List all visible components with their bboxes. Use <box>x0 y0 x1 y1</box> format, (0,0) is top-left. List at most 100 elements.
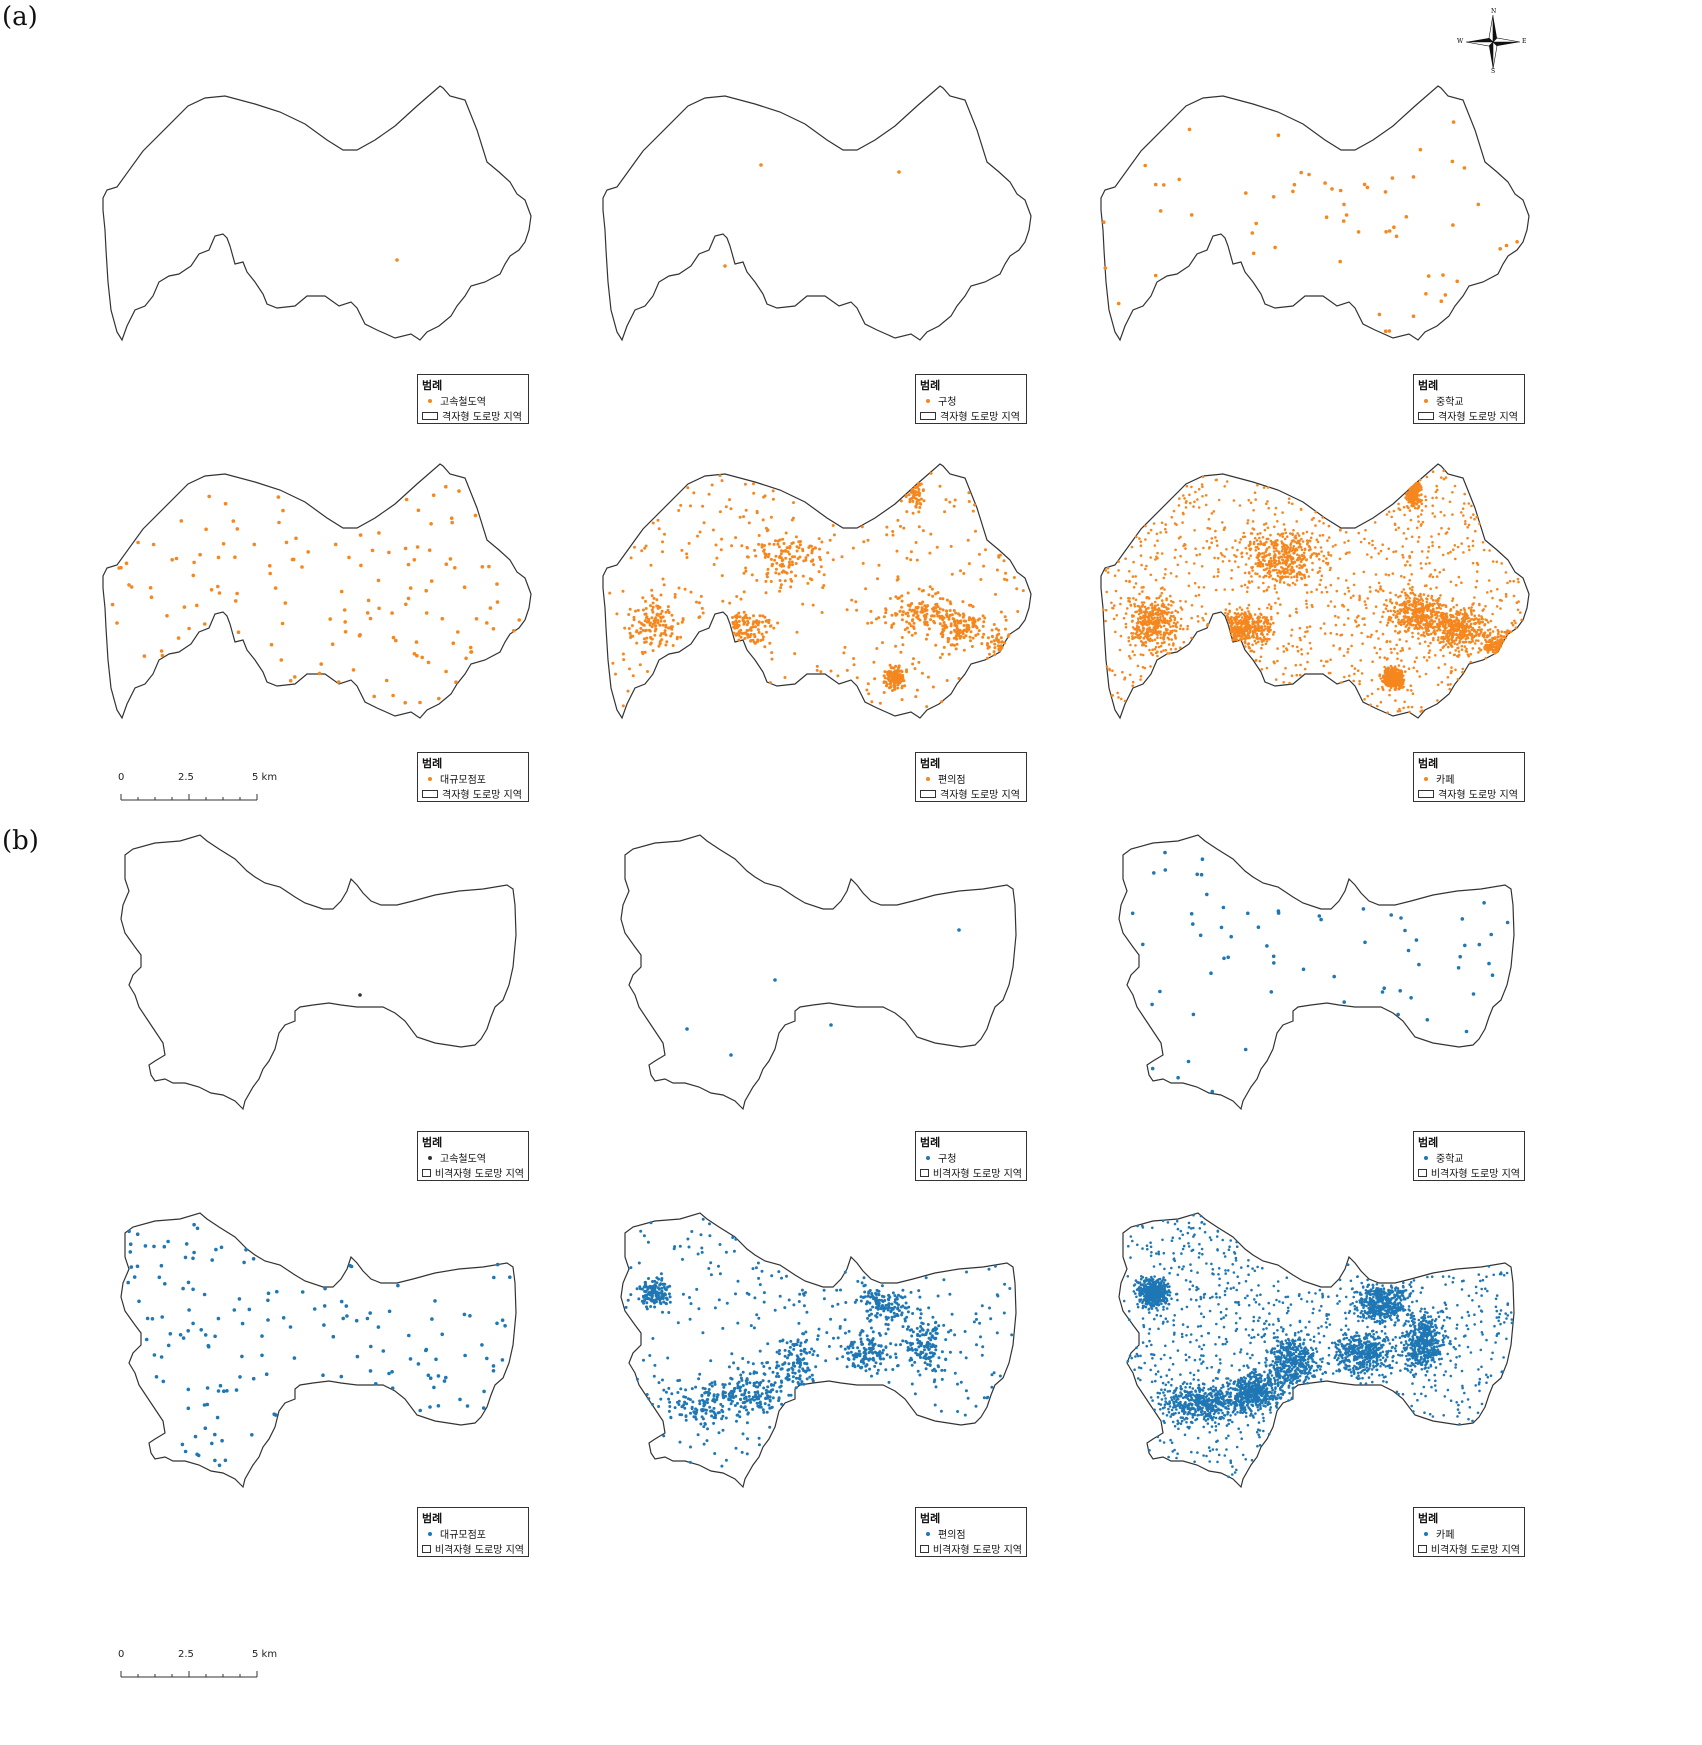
poi-point <box>832 533 836 537</box>
poi-point <box>979 578 983 581</box>
poi-point <box>1387 547 1390 550</box>
poi-point <box>785 571 789 575</box>
poi-point <box>1128 654 1131 658</box>
poi-point <box>739 635 743 639</box>
poi-point <box>945 598 949 602</box>
poi-point <box>955 637 959 641</box>
poi-point <box>1293 560 1296 564</box>
poi-point <box>1451 599 1454 603</box>
poi-point <box>1389 616 1393 619</box>
poi-point <box>1372 612 1376 615</box>
poi-point <box>948 500 952 504</box>
poi-point <box>1456 623 1460 626</box>
poi-point <box>636 608 640 612</box>
poi-point <box>1268 637 1271 641</box>
poi-point <box>1431 614 1434 618</box>
poi-point <box>1382 589 1385 593</box>
poi-point <box>1335 632 1339 636</box>
poi-point <box>1480 617 1484 621</box>
poi-point <box>1257 547 1260 551</box>
poi-point <box>440 616 445 621</box>
poi-point <box>1424 292 1428 296</box>
poi-point <box>1442 477 1446 481</box>
poi-point <box>1288 614 1292 618</box>
poi-point <box>1304 630 1307 634</box>
poi-point <box>1182 512 1185 516</box>
poi-point <box>1003 641 1007 645</box>
poi-point <box>187 626 191 631</box>
poi-point <box>1389 619 1392 622</box>
poi-point <box>651 649 655 653</box>
poi-point <box>1299 560 1303 563</box>
poi-point <box>1287 501 1291 504</box>
map-b2 <box>620 834 1017 1111</box>
poi-point <box>995 568 999 572</box>
poi-point <box>1489 644 1492 647</box>
poi-point <box>1482 548 1486 552</box>
poi-point <box>377 531 381 535</box>
poi-point <box>1007 633 1011 637</box>
poi-point <box>1393 647 1396 651</box>
poi-point <box>875 647 879 650</box>
poi-point <box>982 620 986 624</box>
poi-point <box>1389 647 1393 651</box>
poi-point <box>1247 645 1251 649</box>
poi-point <box>1430 597 1433 600</box>
poi-point <box>897 170 901 174</box>
poi-point <box>1127 636 1130 639</box>
poi-point <box>431 493 436 497</box>
poi-point <box>1442 645 1446 648</box>
poi-point <box>1454 649 1457 652</box>
poi-point <box>1488 639 1491 642</box>
poi-point <box>464 656 468 661</box>
poi-points <box>1102 120 1519 334</box>
poi-point <box>1252 650 1256 654</box>
poi-point <box>1143 632 1146 636</box>
poi-point <box>757 534 761 537</box>
poi-point <box>622 658 626 662</box>
poi-point <box>699 594 703 598</box>
poi-point <box>1410 588 1414 592</box>
poi-point <box>1263 559 1266 562</box>
poi-point <box>641 596 645 600</box>
poi-point <box>1318 534 1322 537</box>
poi-point <box>993 653 997 657</box>
poi-point <box>917 498 921 502</box>
poi-point <box>1476 202 1481 207</box>
poi-point <box>1341 603 1344 607</box>
poi-point <box>608 591 612 595</box>
legend-point-label: 구청 <box>938 397 957 408</box>
poi-point <box>1453 642 1457 645</box>
poi-point <box>1113 574 1117 577</box>
poi-point <box>1223 526 1227 529</box>
poi-point <box>1461 667 1465 671</box>
poi-point <box>659 612 663 616</box>
poi-point <box>1000 640 1003 644</box>
poi-point <box>1424 495 1427 498</box>
poi-point <box>1178 497 1181 500</box>
poi-point <box>1331 545 1335 548</box>
poi-point <box>1431 544 1434 547</box>
poi-point <box>896 683 900 687</box>
poi-point <box>1392 550 1395 554</box>
poi-point <box>1156 608 1159 611</box>
poi-point <box>661 623 665 627</box>
poi-point <box>231 519 236 523</box>
poi-point <box>1371 543 1374 547</box>
poi-point <box>810 549 814 553</box>
poi-point <box>1431 603 1435 606</box>
poi-point <box>1394 624 1398 628</box>
poi-point <box>1132 560 1135 564</box>
poi-point <box>1266 637 1269 641</box>
poi-point <box>967 627 971 631</box>
poi-point <box>1404 670 1407 673</box>
poi-point <box>1179 646 1182 649</box>
poi-point <box>1470 606 1473 609</box>
poi-point <box>1150 1066 1155 1071</box>
poi-point <box>1277 597 1280 600</box>
poi-point <box>774 554 778 558</box>
poi-point <box>1117 569 1120 572</box>
legend-point-icon <box>428 776 432 781</box>
poi-point <box>1254 562 1258 565</box>
poi-point <box>936 591 940 595</box>
